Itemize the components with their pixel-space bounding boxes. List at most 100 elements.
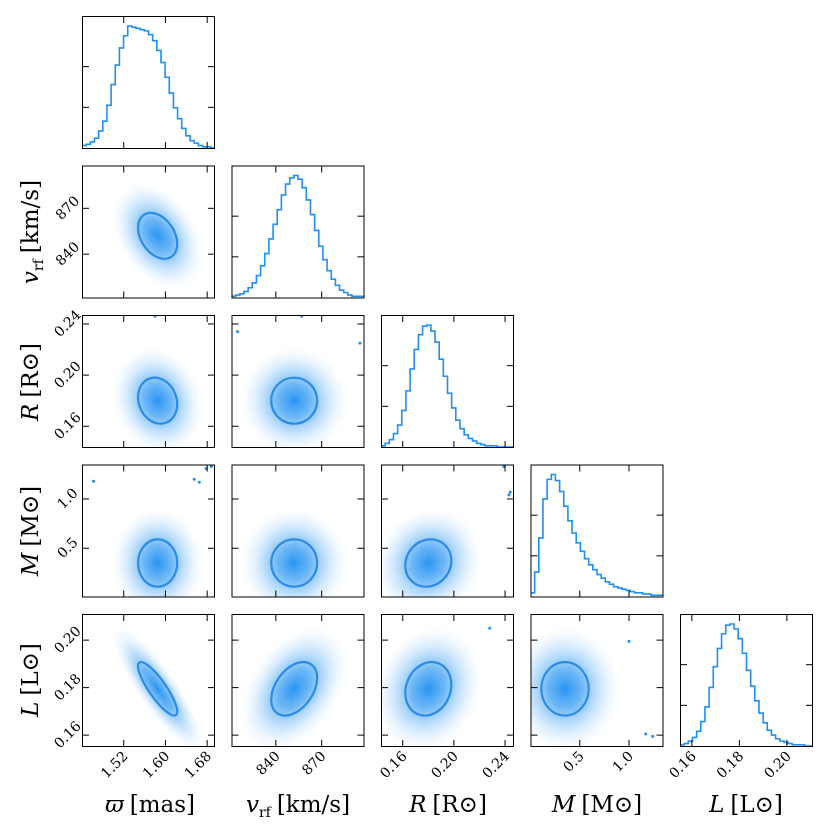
ylabel-vrf-sub: rf (31, 257, 47, 271)
density-cloud (110, 506, 205, 598)
panel-M-vrf-frame (231, 464, 365, 598)
xlabel-M-sym: M (551, 792, 577, 818)
panel-vrf-vrf (231, 165, 365, 299)
panel-R-plx-frame (82, 315, 215, 448)
panel-M-R-frame (381, 464, 514, 598)
panel-R-vrf-frame (231, 315, 365, 448)
panel-R-vrf (231, 315, 365, 448)
panel-L-R-frame (381, 614, 514, 747)
hist-M (530, 473, 664, 597)
ytick-label-R: 0.20 (51, 358, 84, 391)
outlier-point (651, 734, 655, 738)
hist-R (381, 324, 514, 448)
xtick-label-L: 0.18 (714, 749, 747, 782)
ytick-label-R: 0.16 (51, 410, 84, 443)
ylabel-M-unit: [M⊙] (18, 486, 44, 547)
panel-L-plx-frame (82, 614, 215, 747)
ytick-label-vrf: 870 (53, 193, 83, 223)
ylabel-vrf-sym: v (18, 271, 44, 284)
density-L-R (381, 624, 492, 747)
ylabel-R-sym: R (18, 404, 44, 422)
panel-L-L-frame (680, 614, 813, 747)
xtick-label-plx: 1.68 (182, 749, 215, 782)
density-vrf-plx (110, 180, 205, 291)
ytick-label-L: 0.20 (51, 623, 84, 656)
xtick-label-M: 0.5 (561, 749, 588, 776)
ytick-label-M: 0.5 (54, 535, 81, 562)
xtick-label-vrf: 840 (253, 749, 283, 779)
ylabel-R: R [R⊙] (18, 343, 44, 422)
panel-M-vrf (231, 464, 365, 598)
xlabel-vrf-sym: v (246, 792, 259, 818)
contour-1sigma (136, 211, 179, 260)
density-M-vrf (239, 506, 350, 598)
outlier-point (507, 493, 511, 497)
panel-vrf-plx-frame (82, 165, 215, 299)
xlabel-R-sym: R (408, 792, 426, 818)
panels-layer: 840 870 0.16 0.20 0.24 0.5 1.0 1.52 1.60 1.68 0.16… (51, 16, 813, 782)
panel-L-R: 0.16 0.20 0.24 (377, 614, 514, 782)
density-M-R (381, 464, 512, 598)
xlabel-vrf: vrf [km/s] (246, 792, 350, 821)
hist-vrf (231, 174, 365, 298)
outlier-point (197, 480, 201, 484)
panel-vrf-vrf-frame (231, 165, 365, 299)
ytick-label-R: 0.24 (51, 307, 84, 340)
ylabel-L-unit: [L⊙] (18, 643, 44, 696)
xlabel-L: L [L⊙] (708, 792, 783, 818)
contour-1sigma (136, 538, 179, 588)
outlier-point (209, 464, 213, 468)
panel-M-M (530, 464, 664, 598)
density-cloud (110, 345, 205, 448)
contour-1sigma (540, 660, 590, 717)
density-L-vrf (239, 624, 350, 747)
ylabel-M: M [M⊙] (18, 486, 44, 577)
outlier-point (627, 639, 631, 643)
ylabel-L: L [L⊙] (18, 643, 44, 718)
ylabel-vrf: vrf [km/s] (18, 180, 47, 284)
ylabel-R-unit: [R⊙] (18, 343, 44, 398)
ylabel-L-sym: L (18, 702, 44, 718)
xtick-label-plx: 1.52 (98, 749, 131, 782)
outlier-point (488, 626, 492, 630)
contour-1sigma (136, 660, 179, 717)
panel-L-M: 0.5 1.0 (530, 614, 664, 776)
contour-1sigma (270, 376, 319, 425)
contour-1sigma (270, 538, 319, 588)
xlabel-plx-sym: ϖ (105, 792, 125, 818)
panel-L-vrf: 840 870 (231, 614, 365, 779)
ylabel-M-sym: M (18, 551, 44, 577)
density-cloud (381, 506, 484, 598)
xtick-label-L: 0.16 (666, 748, 699, 781)
density-R-plx (110, 315, 205, 448)
xlabel-plx: ϖ [mas] (105, 792, 195, 818)
density-cloud (530, 624, 622, 747)
outlier-point (358, 341, 362, 345)
panel-M-plx: 0.5 1.0 (54, 464, 215, 598)
contour-1sigma (404, 660, 453, 717)
xtick-label-R: 0.24 (480, 748, 513, 781)
panel-R-R (381, 315, 514, 448)
density-cloud (110, 180, 205, 291)
panel-L-vrf-frame (231, 614, 365, 747)
outlier-point (508, 490, 512, 494)
density-R-vrf (236, 315, 362, 448)
outlier-point (502, 464, 506, 468)
panel-L-plx: 1.52 1.60 1.68 0.16 0.18 0.20 (51, 614, 215, 782)
xlabel-R: R [R⊙] (408, 792, 487, 818)
ytick-label-L: 0.16 (51, 718, 84, 751)
panel-M-R (381, 464, 514, 598)
panel-R-R-frame (381, 315, 514, 448)
outlier-point (192, 477, 196, 481)
panel-M-M-frame (530, 464, 664, 598)
ytick-label-L: 0.18 (51, 671, 84, 704)
xlabel-L-unit: [L⊙] (730, 792, 783, 818)
xlabel-vrf-sub: rf (259, 805, 273, 821)
hist-L (680, 623, 813, 747)
panel-L-M-frame (530, 614, 664, 747)
contour-1sigma (136, 376, 179, 425)
outlier-point (91, 479, 95, 483)
xtick-label-R: 0.20 (428, 749, 461, 782)
xlabel-M: M [M⊙] (551, 792, 642, 818)
